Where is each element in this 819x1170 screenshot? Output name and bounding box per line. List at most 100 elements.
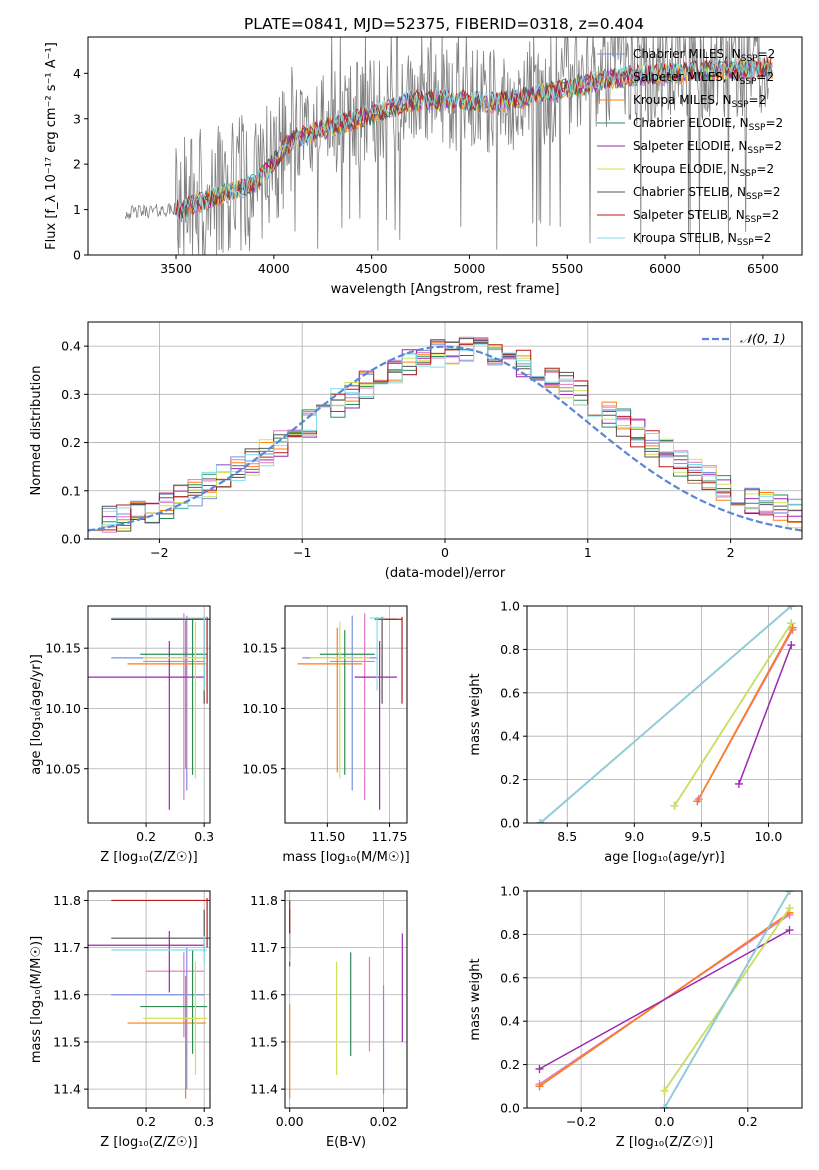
figure-title: PLATE=0841, MJD=52375, FIBERID=0318, z=0…: [244, 15, 644, 33]
weight-line: [673, 622, 792, 807]
series-kroupa-stelib: [536, 606, 796, 823]
y-tick-label: 0.4: [500, 1014, 520, 1029]
plot-area: [535, 891, 794, 1108]
hist-salpeter-stelib: [88, 342, 802, 531]
plot-area: [124, 37, 773, 255]
y-tick-label: 3: [73, 111, 81, 126]
plot-area: [289, 900, 403, 1099]
panel-weight_vs_age: 8.5 9.0 9.5 10.0 0.0 0.2 0.4 0.6 0.8 1.0 age [log₁…: [468, 599, 803, 865]
series-kroupa-stelib: [660, 891, 794, 1108]
y-tick-label: 0.0: [500, 1101, 520, 1116]
y-tick-label: 11.6: [53, 987, 81, 1002]
y-tick-label: 11.8: [53, 893, 81, 908]
weight-line: [663, 891, 791, 1108]
series-salpeter-elodie: [734, 641, 796, 788]
weight-marker: [693, 797, 702, 806]
legend-entry-salpeter-miles: Salpeter MILES, NSSP=2: [633, 70, 774, 87]
y-tick-label: 0.2: [61, 435, 81, 450]
series-kroupa-elodie: [670, 619, 796, 810]
weight-line: [696, 627, 794, 802]
point-kroupa-miles: [127, 620, 206, 769]
panel-mass_vs_EBV: 0.00 0.02 11.4 11.5 11.6 11.7 11.8 E(B-V): [250, 890, 408, 1150]
y-tick-label: 11.7: [53, 940, 81, 955]
x-tick-label: 6500: [747, 261, 779, 276]
y-tick-label: 11.5: [53, 1034, 81, 1049]
legend-entry-normal: 𝒩(0, 1): [740, 331, 786, 346]
x-tick-label: 0.3: [194, 1114, 214, 1129]
point-salpeter-elodie: [88, 640, 205, 810]
weight-marker: [785, 926, 794, 935]
y-tick-label: 10.10: [45, 701, 81, 716]
spectrum-data-line: [124, 37, 769, 255]
x-tick-label: 0.2: [136, 829, 156, 844]
x-tick-label: 3500: [160, 261, 192, 276]
x-axis-label: mass [log₁₀(M/M☉)]: [282, 850, 409, 865]
weight-marker: [785, 904, 794, 913]
x-tick-label: 11.75: [372, 829, 408, 844]
plots-layer: 3500 4000 4500 5000 5500 6000 6500 0 1 2 3 4 wavelen…: [29, 36, 803, 1150]
normal-curve: [88, 345, 802, 532]
legend-entry-kroupa-stelib: Kroupa STELIB, NSSP=2: [633, 231, 771, 248]
point-salpeter-stelib: [384, 616, 403, 704]
weight-marker: [787, 641, 796, 650]
point-chabrier-elodie: [140, 618, 208, 775]
x-tick-label: −2: [150, 545, 168, 560]
y-tick-label: 0.6: [500, 970, 520, 985]
y-axis-label: mass weight: [468, 958, 483, 1040]
x-axis-label: age [log₁₀(age/yr)]: [604, 850, 725, 865]
series-salpeter-elodie: [535, 926, 794, 1073]
x-tick-label: 9.0: [624, 829, 644, 844]
legend-entry-kroupa-elodie: Kroupa ELODIE, NSSP=2: [633, 162, 774, 179]
x-tick-label: 8.5: [557, 829, 577, 844]
panel-age_vs_mass: 11.50 11.75 10.05 10.10 10.15 mass [log₁₀(M/M…: [242, 605, 410, 865]
x-tick-label: −0.2: [566, 1114, 596, 1129]
y-tick-label: 4: [73, 66, 81, 81]
x-tick-label: 6000: [649, 261, 681, 276]
x-tick-label: 10.0: [755, 829, 783, 844]
point-chabrier-stelib: [374, 616, 398, 704]
y-tick-label: 11.4: [250, 1082, 278, 1097]
model-line-kroupa-stelib: [175, 54, 773, 220]
weight-marker: [535, 1064, 544, 1073]
y-tick-label: 10.15: [242, 641, 278, 656]
point-salpeter-miles: [143, 613, 205, 801]
panel-residuals: −2 −1 0 1 2 0.0 0.1 0.2 0.3 0.4 (data-model)/error…: [29, 321, 803, 581]
x-tick-label: 4500: [356, 261, 388, 276]
y-tick-label: 0.2: [500, 1057, 520, 1072]
y-tick-label: 11.6: [250, 987, 278, 1002]
hist-kroupa-stelib: [88, 343, 802, 530]
x-tick-label: 0: [441, 545, 449, 560]
x-tick-label: 5500: [551, 261, 583, 276]
legend-entry-kroupa-miles: Kroupa MILES, NSSP=2: [633, 93, 766, 110]
point-kroupa-stelib: [111, 616, 208, 691]
series-kroupa-miles: [693, 623, 797, 806]
point-chabrier-stelib: [111, 909, 210, 953]
y-tick-label: 0: [73, 248, 81, 263]
axes-frame: [284, 605, 408, 824]
x-tick-label: 4000: [258, 261, 290, 276]
x-tick-label: 11.50: [309, 829, 345, 844]
y-tick-label: 10.05: [242, 761, 278, 776]
legend-entry-chabrier-stelib: Chabrier STELIB, NSSP=2: [633, 185, 781, 202]
hist-chabrier-stelib: [88, 338, 802, 532]
axes-frame: [87, 890, 211, 1109]
weight-marker: [785, 891, 794, 895]
y-tick-label: 0.4: [500, 729, 520, 744]
y-tick-label: 0.3: [61, 387, 81, 402]
y-tick-label: 10.05: [45, 761, 81, 776]
x-tick-label: 9.5: [691, 829, 711, 844]
plot-area: [297, 613, 403, 810]
panel-mass_vs_Z: 0.2 0.3 11.4 11.5 11.6 11.7 11.8 Z [log₁₀(Z/Z☉)…: [29, 890, 214, 1150]
legend-entry-chabrier-elodie: Chabrier ELODIE, NSSP=2: [633, 116, 783, 133]
y-tick-label: 1: [73, 202, 81, 217]
y-tick-label: 10.10: [242, 701, 278, 716]
point-kroupa-stelib: [111, 935, 208, 965]
weight-marker: [535, 1082, 544, 1091]
y-axis-label: Normed distribution: [29, 366, 44, 496]
y-axis-label: mass weight: [468, 673, 483, 755]
y-tick-label: 0.4: [61, 339, 81, 354]
weight-marker: [787, 619, 796, 628]
plot-area: [88, 898, 210, 1099]
legend-entry-chabrier-miles: Chabrier MILES, NSSP=2: [633, 47, 775, 64]
